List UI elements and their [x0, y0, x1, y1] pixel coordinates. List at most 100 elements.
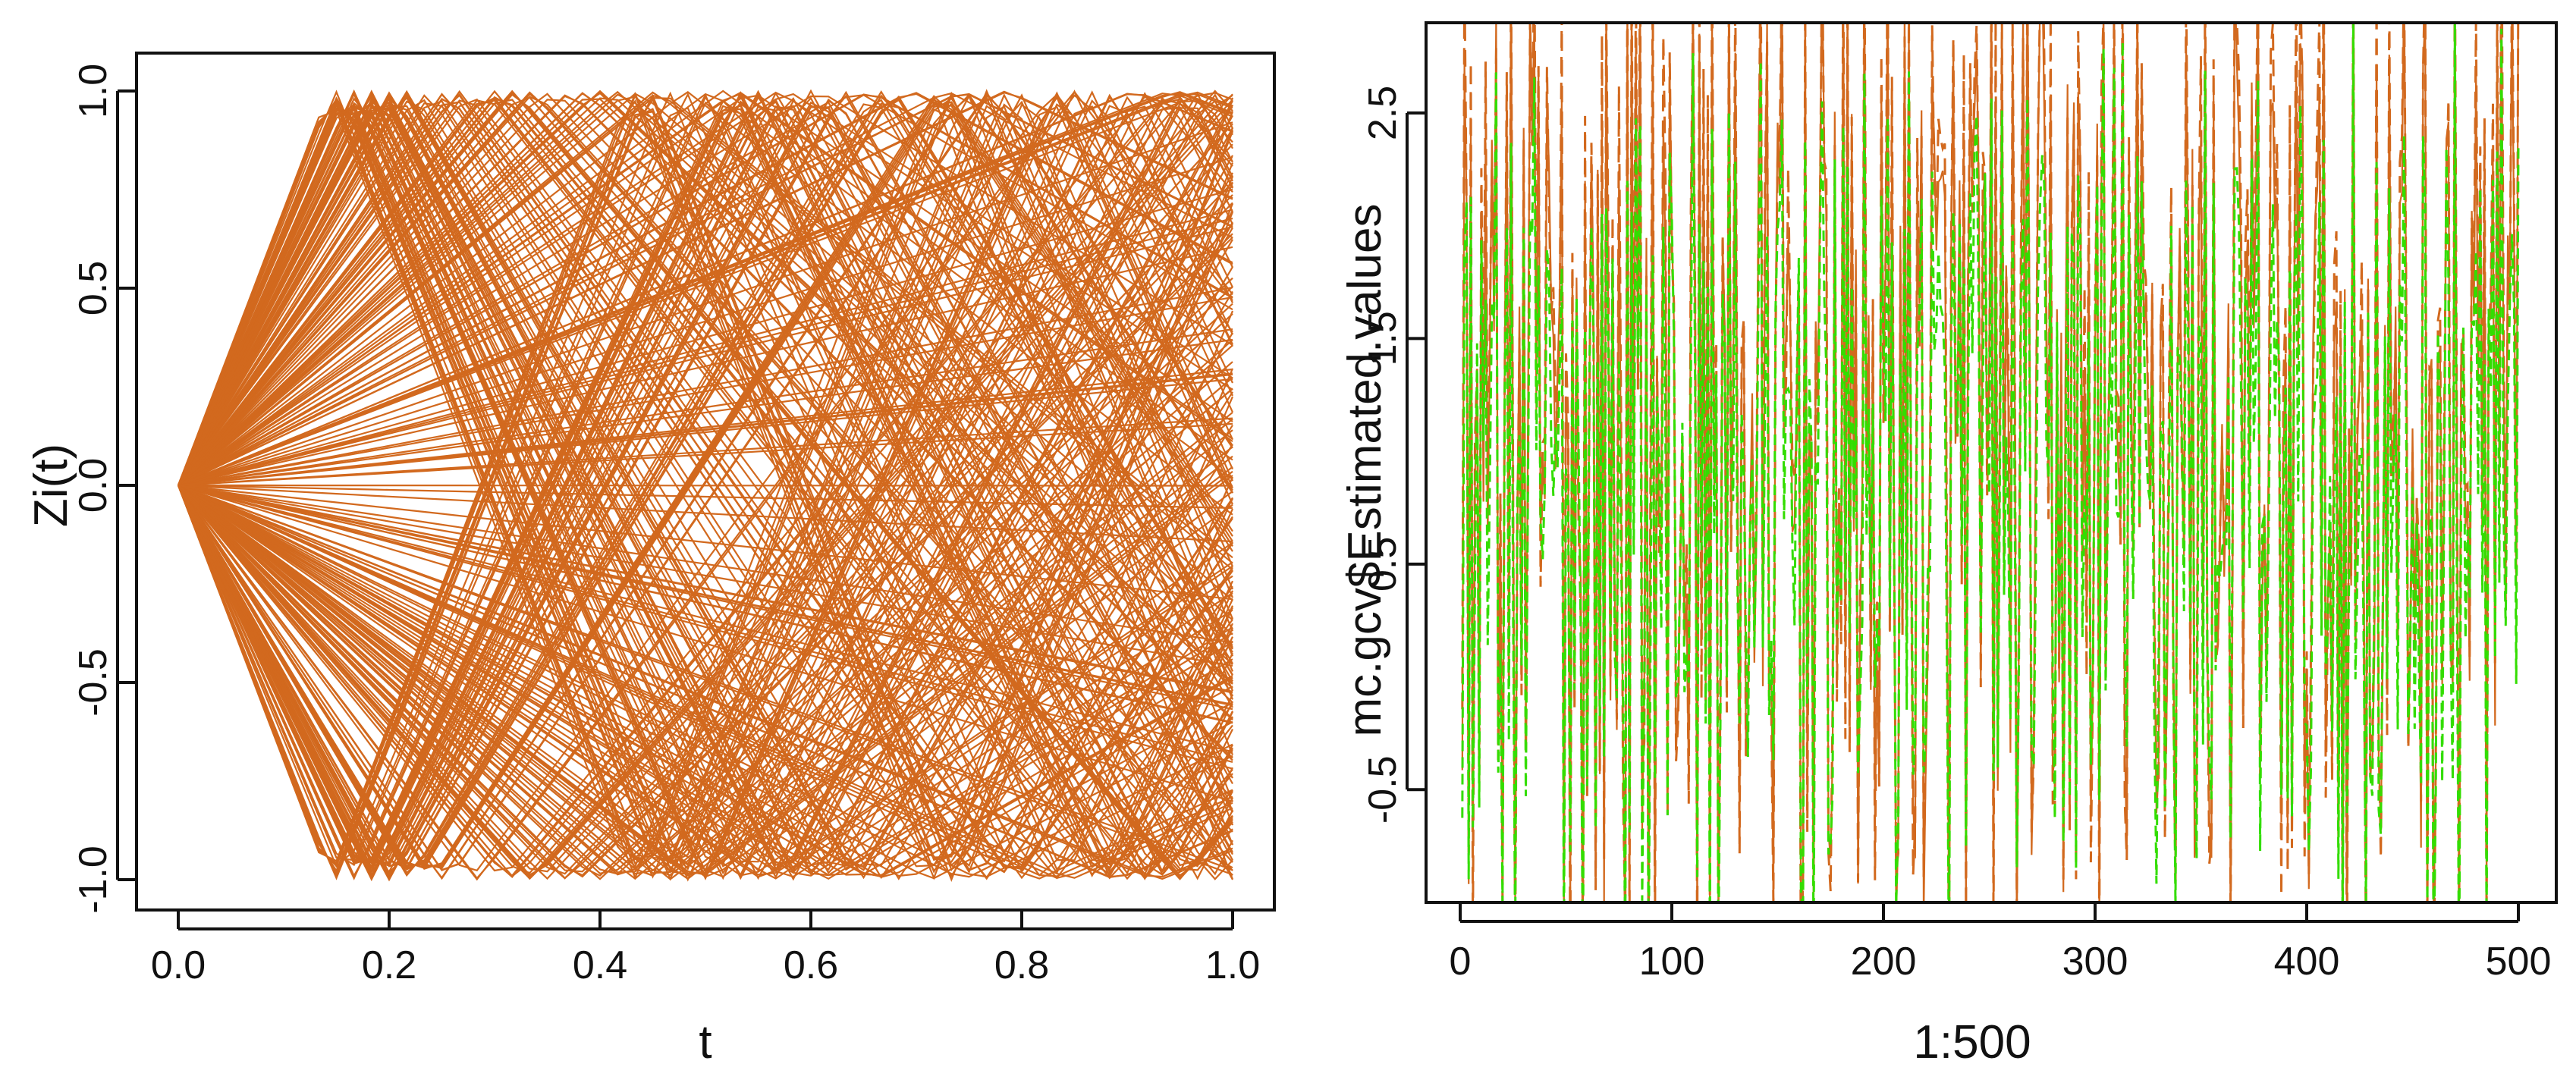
path-line	[177, 91, 1233, 516]
path-line	[177, 94, 1233, 866]
plot1-x-label: t	[699, 1016, 712, 1068]
x-tick-label: 0.0	[151, 943, 206, 987]
path-line	[177, 94, 1233, 869]
path-line	[177, 105, 1233, 877]
path-line	[177, 388, 1233, 877]
y-tick-label: 0.5	[71, 261, 115, 315]
path-line	[177, 96, 1233, 871]
plot2-x-label: 1:500	[1913, 1016, 2031, 1068]
path-line	[177, 93, 1234, 871]
y-tick-label: 1.5	[1361, 311, 1405, 366]
path-line	[177, 89, 1233, 871]
path-line	[177, 101, 1233, 880]
path-line	[177, 121, 1233, 487]
path-line	[177, 89, 1233, 880]
path-line	[177, 106, 1234, 867]
path-line	[177, 96, 1233, 879]
y-tick-label: -1.0	[71, 846, 115, 914]
plot1-axes: 0.0 0.2 0.4 0.6 0.8 1.0 -1.0 -0.5 0.0 0.5 1.0	[71, 64, 1260, 987]
plot1-frame	[135, 52, 1276, 912]
path-line	[177, 91, 1233, 486]
path-line	[177, 303, 1233, 874]
x-tick-label: 300	[2062, 940, 2128, 984]
path-line	[177, 92, 1233, 486]
path-line	[177, 89, 1234, 865]
path-line	[177, 92, 1233, 721]
path-line	[177, 485, 1233, 878]
path-line	[177, 99, 1233, 875]
path-line	[177, 94, 1233, 486]
path-line	[177, 95, 1233, 871]
path-line	[177, 376, 1233, 875]
path-line	[177, 89, 1233, 684]
y-tick-label: -0.5	[1361, 755, 1405, 824]
x-tick-label: 0.2	[362, 943, 416, 987]
path-line	[178, 484, 1233, 487]
path-line	[177, 455, 1233, 880]
estimate-lines	[1461, 23, 2520, 902]
x-tick-label: 0.6	[784, 943, 838, 987]
x-tick-label: 500	[2486, 940, 2552, 984]
estimated-values-panel: 0 100 200 300 400 500 -0.5 0.5 1.5 2.5 1:500 mc.g…	[1339, 21, 2558, 1068]
x-tick-label: 400	[2274, 940, 2340, 984]
path-line	[177, 105, 1233, 868]
plot2-axes: 0 100 200 300 400 500 -0.5 0.5 1.5 2.5	[1361, 86, 2551, 984]
plot2-frame	[1425, 21, 2558, 904]
path-line	[177, 143, 1233, 880]
path-line	[177, 92, 1233, 873]
path-line	[177, 237, 1233, 878]
path-line	[177, 96, 1233, 872]
path-line	[177, 96, 1233, 880]
brownian-paths-panel: 0.0 0.2 0.4 0.6 0.8 1.0 -1.0 -0.5 0.0 0.5 1.0 t Zi…	[25, 52, 1276, 1068]
path-line	[177, 90, 1233, 486]
path-line	[177, 92, 1233, 487]
path-line	[177, 96, 1233, 559]
y-tick-label: 1.0	[71, 64, 115, 118]
path-line	[177, 94, 1233, 868]
path-line	[177, 361, 1233, 880]
path-line	[177, 105, 1233, 877]
path-line	[177, 202, 1233, 880]
plot1-y-label: Zi(t)	[25, 444, 77, 527]
path-line	[177, 93, 1234, 880]
path-line	[177, 485, 1233, 877]
path-line	[177, 91, 1233, 571]
path-line	[177, 429, 1233, 880]
path-line	[177, 485, 1233, 880]
path-line	[177, 94, 1233, 869]
path-line	[177, 484, 1233, 667]
path-line	[177, 91, 1233, 874]
path-line	[177, 99, 1233, 876]
path-line	[177, 89, 1234, 880]
path-line	[177, 101, 1233, 873]
path-line	[177, 100, 1233, 877]
path-line	[177, 485, 1233, 877]
path-line	[177, 102, 1233, 874]
y-tick-label: -0.5	[71, 648, 115, 717]
path-line	[177, 92, 1233, 872]
path-line	[177, 98, 1233, 880]
path-line	[177, 484, 1233, 644]
path-line	[177, 89, 1233, 880]
plot2-y-label: mc.gcv$Estimated.values	[1339, 204, 1391, 737]
path-line	[177, 223, 1233, 873]
x-tick-label: 100	[1639, 940, 1705, 984]
path-line	[177, 277, 1233, 877]
path-line	[177, 93, 1233, 870]
path-line	[177, 93, 1233, 486]
path-line	[177, 102, 1233, 867]
path-line	[177, 91, 1233, 877]
path-line	[177, 484, 1233, 880]
x-tick-label: 200	[1851, 940, 1917, 984]
path-line	[177, 484, 1233, 879]
path-line	[177, 94, 1233, 880]
path-line	[177, 100, 1233, 879]
y-tick-label: 0.5	[1361, 537, 1405, 592]
path-line	[177, 466, 1233, 877]
path-line	[177, 105, 1233, 867]
y-tick-label: 2.5	[1361, 86, 1405, 140]
path-line	[177, 105, 1233, 877]
path-line	[177, 97, 1233, 666]
path-line	[177, 92, 1234, 874]
